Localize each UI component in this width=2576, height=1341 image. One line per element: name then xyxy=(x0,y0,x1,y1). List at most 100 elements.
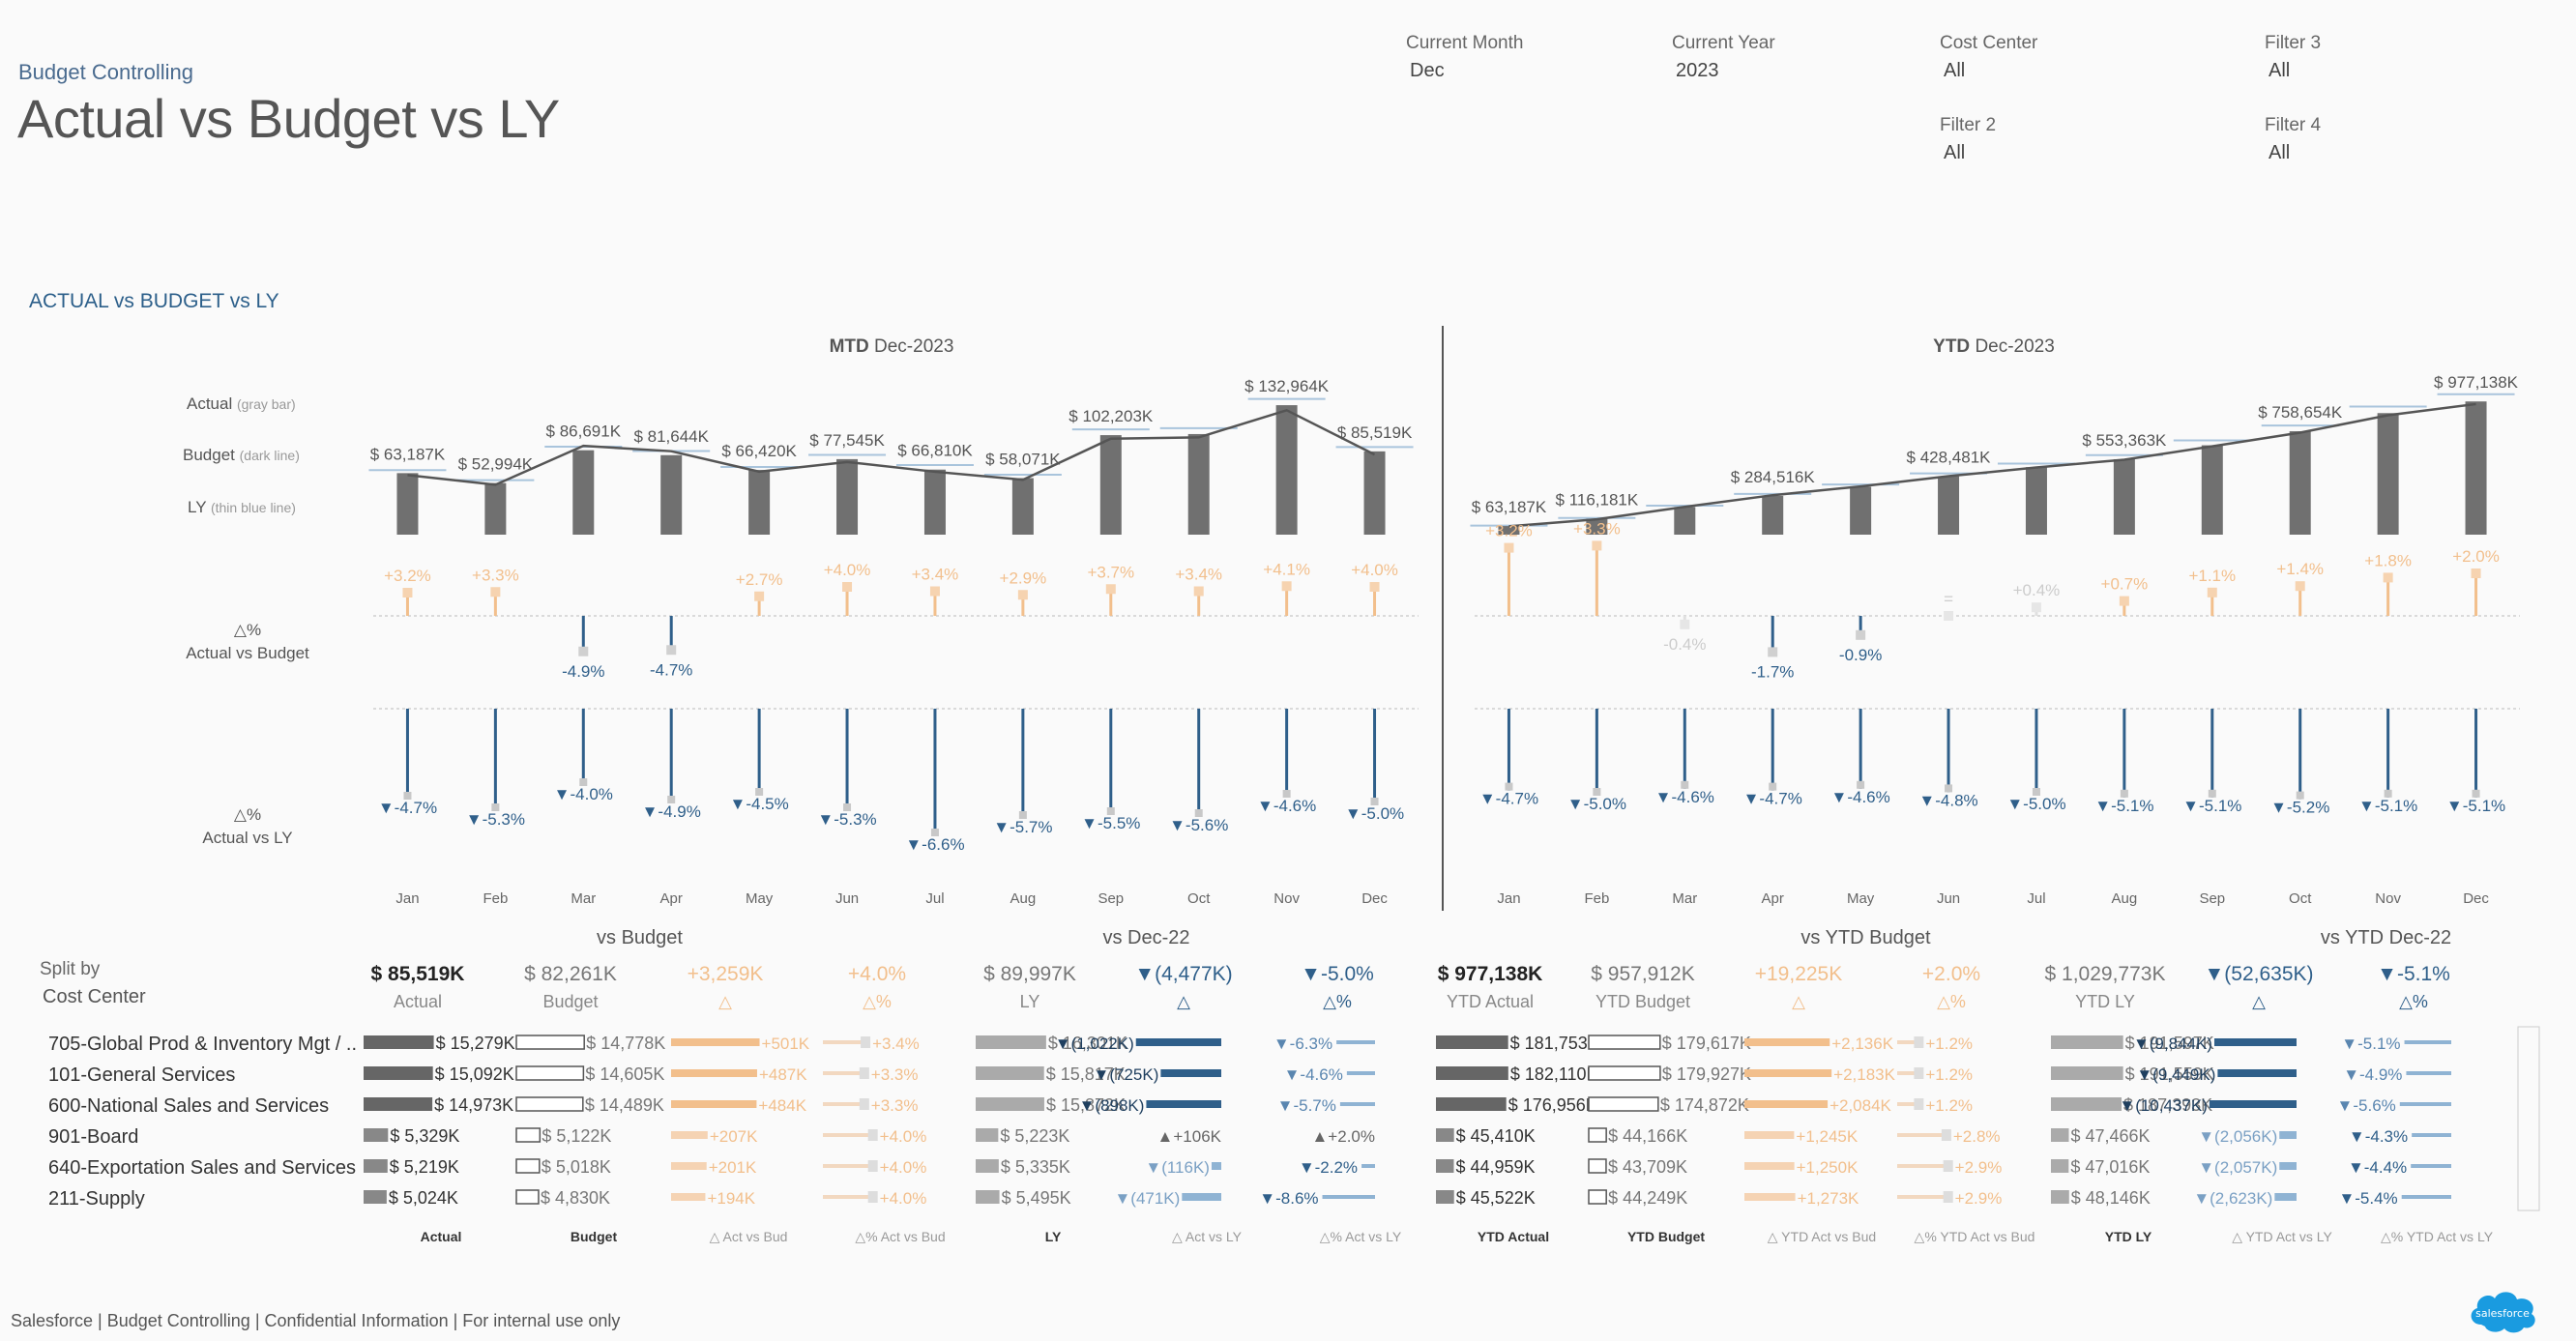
split-cell-bar xyxy=(823,1133,872,1137)
mtd-actual-bar xyxy=(923,469,946,535)
split-total-ytd_dal: ▼(52,635K) xyxy=(2204,963,2313,985)
ytd-avl-marker xyxy=(2208,789,2216,798)
split-footer-dal: △ Act vs LY xyxy=(1172,1229,1243,1244)
legend-ly-note: (thin blue line) xyxy=(211,500,296,515)
ytd-avb-label: +3.3% xyxy=(1573,519,1621,538)
ytd-actual-bar xyxy=(1762,495,1784,535)
split-cell-bar xyxy=(1339,1102,1375,1106)
split-cell-value: +201K xyxy=(709,1158,757,1177)
split-cell-bar xyxy=(364,1190,387,1204)
split-cell-marker xyxy=(867,1191,878,1203)
page-title: Actual vs Budget vs LY xyxy=(17,88,560,149)
mtd-avb-marker xyxy=(1105,584,1116,595)
split-cell-bar xyxy=(2051,1035,2123,1049)
split-cell-bar xyxy=(364,1097,433,1111)
current-year-dropdown[interactable]: 2023 xyxy=(1676,60,1719,81)
split-total-ly: $ 89,997K xyxy=(983,963,1076,985)
split-cell-bar xyxy=(2411,1164,2451,1168)
split-total-ytd_dpl: ▼-5.1% xyxy=(2377,963,2450,985)
split-cell-bar xyxy=(1211,1162,1221,1170)
mtd-avl-marker xyxy=(667,796,676,803)
filter-2-dropdown[interactable]: All xyxy=(1944,142,1966,163)
split-total-ytd_budget: $ 957,912K xyxy=(1591,963,1694,985)
mtd-actual-label: $ 81,644K xyxy=(633,427,709,446)
split-cell-value: +3.4% xyxy=(872,1035,920,1053)
split-cell-value: $ 15,092K xyxy=(435,1064,514,1084)
ytd-month-label: Nov xyxy=(2375,890,2401,907)
ytd-month-label: Apr xyxy=(1762,890,1784,907)
filter-label-current-year: Current Year xyxy=(1672,33,1775,53)
split-cell-value: ▼-4.9% xyxy=(2343,1065,2402,1084)
ytd-actual-bar xyxy=(1498,526,1520,535)
legend-avl-label: Actual vs LY xyxy=(202,829,292,847)
split-subheader-ytd_dpl: △% xyxy=(2399,992,2428,1011)
split-cell-bar xyxy=(1160,1069,1221,1077)
split-footer-ytd_ly: YTD LY xyxy=(2105,1229,2152,1244)
split-table-scrollbar[interactable] xyxy=(2517,1026,2540,1211)
ytd-month-label: Jul xyxy=(2027,890,2045,907)
split-cell-value: ▼-4.3% xyxy=(2349,1127,2408,1146)
mtd-avb-marker xyxy=(1369,582,1380,592)
chart-legend: Actual (gray bar) Budget (dark line) LY … xyxy=(183,394,309,847)
ytd-avb-label: +2.0% xyxy=(2452,547,2500,566)
split-cell-bar xyxy=(2412,1133,2451,1137)
split-dimension-selector[interactable]: Cost Center xyxy=(43,986,146,1007)
split-cell-bar xyxy=(2051,1097,2122,1111)
mtd-avl-marker xyxy=(1282,790,1291,798)
split-cell-bar xyxy=(1436,1097,1507,1111)
split-subheader-ytd_dab: △ xyxy=(1792,992,1805,1011)
mtd-avl-label: ▼-4.0% xyxy=(554,785,613,803)
mtd-avl-marker xyxy=(1194,809,1203,817)
split-cell-bar xyxy=(1744,1162,1795,1170)
filter-4-dropdown[interactable]: All xyxy=(2269,142,2291,163)
split-cell-value: ▲+106K xyxy=(1157,1127,1222,1146)
split-cell-marker xyxy=(867,1160,878,1172)
split-cell-bar xyxy=(1135,1038,1221,1046)
split-cell-bar xyxy=(671,1069,757,1077)
split-cell-bar xyxy=(1588,1189,1607,1205)
split-cell-bar xyxy=(2051,1128,2069,1142)
split-cell-value: +2,183K xyxy=(1833,1065,1895,1084)
split-footer-dab: △ Act vs Bud xyxy=(710,1229,788,1244)
split-cell-value: +3.3% xyxy=(871,1096,919,1115)
ytd-actual-bar xyxy=(2113,458,2135,535)
split-cell-bar xyxy=(976,1128,999,1142)
ytd-avl-label: ▼-4.6% xyxy=(1655,788,1714,806)
cost-center-dropdown[interactable]: All xyxy=(1944,60,1966,81)
split-cell-value: $ 14,489K xyxy=(585,1095,664,1115)
split-cell-value: $ 5,219K xyxy=(390,1157,459,1177)
split-cell-value: $ 14,605K xyxy=(585,1064,664,1084)
split-cell-value: $ 182,110K xyxy=(1510,1064,1598,1084)
mtd-avb-label: +3.3% xyxy=(472,566,519,584)
mtd-avl-label: ▼-5.6% xyxy=(1169,816,1228,834)
ytd-month-label: Jan xyxy=(1497,890,1520,907)
split-cell-bar xyxy=(823,1102,864,1106)
split-cell-value: +487K xyxy=(759,1065,807,1084)
mtd-actual-label: $ 52,994K xyxy=(458,455,534,474)
ytd-actual-bar xyxy=(1674,507,1696,535)
split-subheader-dpb: △% xyxy=(863,992,892,1011)
ytd-month-label: Mar xyxy=(1672,890,1697,907)
split-cell-value: ▼(2,623K) xyxy=(2193,1189,2272,1208)
current-month-dropdown[interactable]: Dec xyxy=(1410,60,1445,81)
mtd-month-label: Oct xyxy=(1187,890,1211,907)
split-cell-bar xyxy=(2406,1071,2451,1075)
split-cell-value: +207K xyxy=(710,1127,758,1146)
split-cell-value: +2,136K xyxy=(1831,1035,1893,1053)
ytd-avb-marker xyxy=(2207,587,2217,598)
split-cell-value: $ 5,335K xyxy=(1001,1157,1070,1177)
split-cell-bar xyxy=(1182,1193,1221,1201)
legend-budget: Budget (dark line) xyxy=(183,446,300,464)
split-cell-bar xyxy=(823,1195,872,1199)
mtd-actual-bar xyxy=(660,454,683,535)
mtd-avb-label: +2.9% xyxy=(1000,568,1047,587)
filter-3-dropdown[interactable]: All xyxy=(2269,60,2291,81)
split-cell-value: $ 181,753K xyxy=(1510,1034,1599,1053)
mtd-avl-label: ▼-6.6% xyxy=(905,835,964,854)
ytd-month-label: Feb xyxy=(1584,890,1609,907)
split-cell-bar xyxy=(2213,1038,2297,1046)
mtd-avl-marker xyxy=(1106,807,1115,815)
split-cell-bar xyxy=(1897,1133,1946,1137)
split-cell-value: ▼(725K) xyxy=(1094,1065,1159,1084)
mtd-actual-label: $ 66,810K xyxy=(897,442,973,460)
